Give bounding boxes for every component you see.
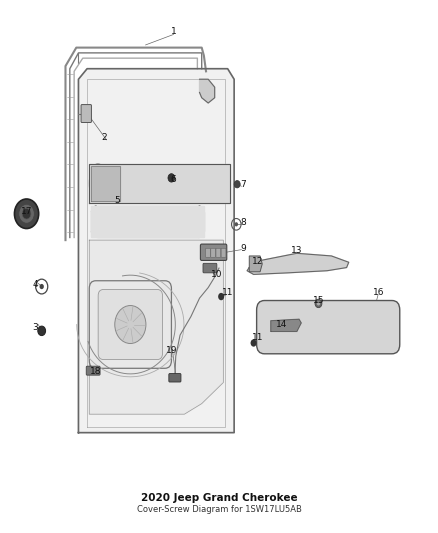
Text: 16: 16 [373, 288, 385, 297]
Circle shape [315, 299, 322, 308]
Circle shape [39, 284, 44, 289]
FancyBboxPatch shape [205, 248, 210, 257]
Circle shape [19, 204, 34, 223]
Text: 11: 11 [222, 288, 233, 297]
FancyBboxPatch shape [86, 366, 100, 375]
Polygon shape [92, 166, 120, 200]
Circle shape [234, 181, 240, 188]
FancyBboxPatch shape [257, 301, 400, 354]
Polygon shape [271, 319, 301, 332]
Polygon shape [89, 164, 230, 203]
Text: 12: 12 [252, 257, 264, 266]
Circle shape [317, 301, 320, 305]
Polygon shape [92, 206, 204, 238]
Polygon shape [200, 79, 215, 103]
FancyBboxPatch shape [169, 374, 181, 382]
Text: 17: 17 [21, 207, 32, 216]
FancyBboxPatch shape [201, 244, 227, 261]
Circle shape [168, 174, 175, 182]
FancyBboxPatch shape [216, 248, 221, 257]
FancyBboxPatch shape [81, 104, 92, 123]
Text: 1: 1 [171, 27, 177, 36]
Circle shape [14, 199, 39, 229]
Polygon shape [78, 69, 234, 433]
Circle shape [235, 222, 238, 227]
Text: 2: 2 [102, 133, 107, 142]
Text: 14: 14 [276, 320, 287, 329]
FancyBboxPatch shape [89, 281, 171, 368]
Text: 9: 9 [240, 244, 246, 253]
Text: 2020 Jeep Grand Cherokee: 2020 Jeep Grand Cherokee [141, 492, 297, 503]
Polygon shape [247, 253, 349, 274]
Text: 7: 7 [240, 180, 246, 189]
Circle shape [251, 340, 257, 346]
Text: 19: 19 [166, 346, 177, 356]
Circle shape [115, 305, 146, 343]
FancyBboxPatch shape [203, 263, 217, 273]
FancyBboxPatch shape [221, 248, 226, 257]
Text: 18: 18 [90, 367, 102, 376]
Circle shape [218, 293, 224, 300]
Text: 6: 6 [171, 175, 177, 184]
FancyBboxPatch shape [98, 289, 162, 360]
Text: 4: 4 [32, 280, 38, 289]
Circle shape [38, 326, 46, 336]
Text: 11: 11 [252, 333, 264, 342]
Polygon shape [249, 256, 262, 272]
Text: Cover-Screw Diagram for 1SW17LU5AB: Cover-Screw Diagram for 1SW17LU5AB [137, 505, 301, 514]
Polygon shape [89, 240, 223, 414]
FancyBboxPatch shape [211, 248, 215, 257]
Circle shape [22, 208, 31, 219]
Text: 5: 5 [114, 196, 120, 205]
Text: 13: 13 [291, 246, 303, 255]
Text: 10: 10 [211, 270, 223, 279]
Text: 3: 3 [32, 322, 38, 332]
Text: 8: 8 [240, 218, 246, 227]
Text: 15: 15 [313, 296, 324, 305]
